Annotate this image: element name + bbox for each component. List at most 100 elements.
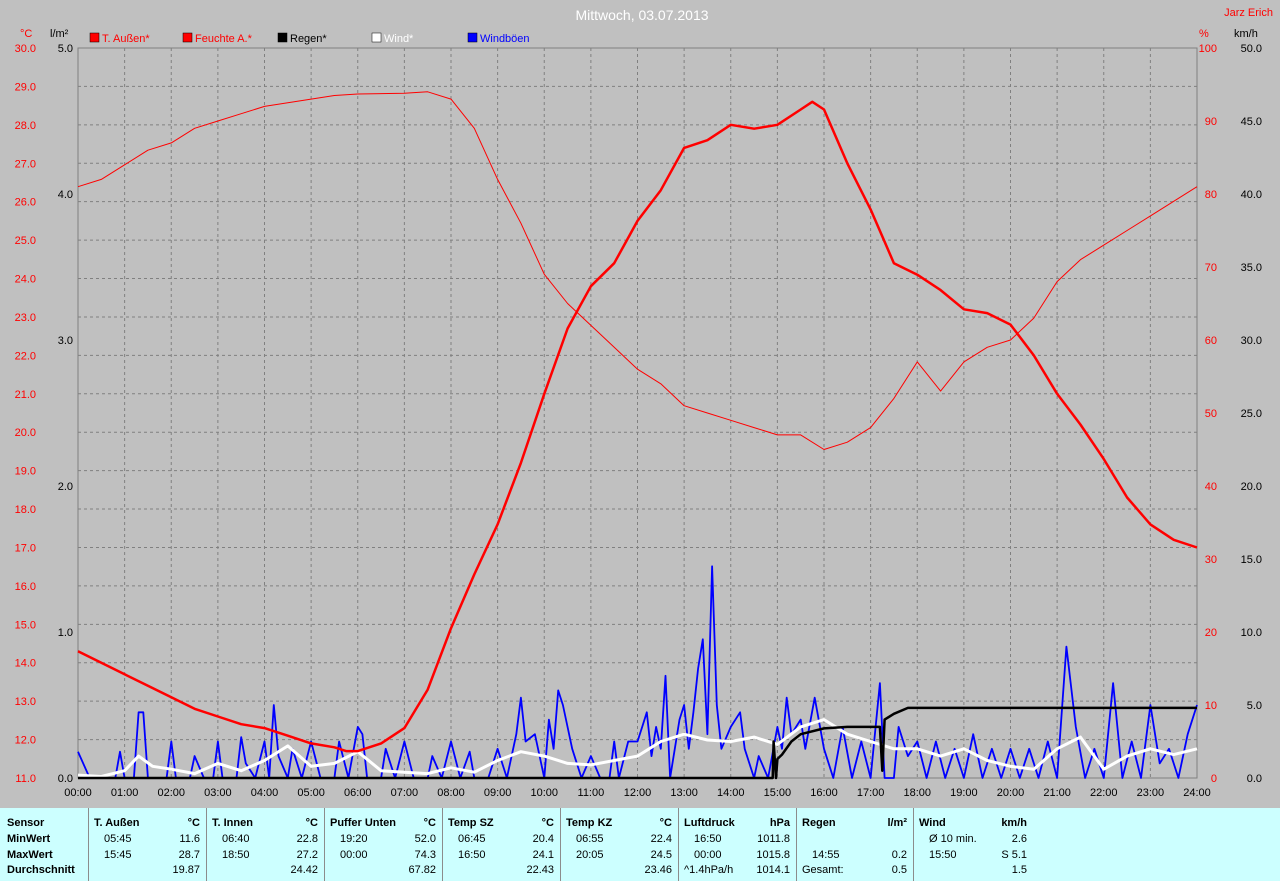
legend-label: T. Außen* — [102, 33, 150, 45]
stats-avg-value: 1014.1 — [756, 864, 790, 876]
temp-tick-label: 18.0 — [15, 504, 36, 516]
stats-avg-value: 1.5 — [1011, 864, 1027, 876]
x-tick-label: 03:00 — [204, 787, 232, 799]
stats-min-value: 11.6 — [179, 833, 200, 845]
x-tick-label: 21:00 — [1043, 787, 1071, 799]
stats-max-time: 15:50 — [929, 849, 957, 861]
x-tick-label: 04:00 — [251, 787, 279, 799]
stats-table: Sensor MinWert MaxWert Durchschnitt T. Außen… — [0, 808, 1280, 881]
stats-column — [913, 808, 1034, 881]
humidity-tick-label: 100 — [1199, 43, 1217, 55]
temp-tick-label: 17.0 — [15, 542, 36, 554]
stats-min-value: 1011.8 — [757, 833, 790, 845]
stats-min-value: 22.8 — [296, 833, 318, 845]
stats-max-time: 14:55 — [812, 849, 840, 861]
stats-column-name: T. Innen — [212, 817, 253, 829]
legend-swatch — [277, 32, 288, 43]
series-group — [77, 91, 1198, 780]
temp-tick-label: 22.0 — [15, 350, 36, 362]
stats-max-time: 18:50 — [222, 849, 250, 861]
x-tick-label: 08:00 — [437, 787, 465, 799]
wind-tick-label: 30.0 — [1241, 335, 1262, 347]
x-tick-label: 06:00 — [344, 787, 372, 799]
x-tick-label: 09:00 — [484, 787, 512, 799]
legend-swatch — [371, 32, 382, 43]
stats-column-unit: °C — [187, 817, 200, 829]
left-axis-unit: °C — [20, 28, 32, 40]
stats-avg-label: ^1.4hPa/h — [684, 864, 734, 876]
stats-column-unit: °C — [423, 817, 436, 829]
right-axis-unit: % — [1199, 28, 1209, 40]
stats-column-name: Temp SZ — [448, 817, 494, 829]
humidity-tick-label: 30 — [1205, 554, 1217, 566]
temp-tick-label: 16.0 — [15, 581, 36, 593]
series-line-regen — [78, 706, 1197, 780]
stats-max-time: 15:45 — [104, 849, 132, 861]
chart-author: Jarz Erich — [1224, 7, 1273, 19]
chart-title: Mittwoch, 03.07.2013 — [575, 7, 708, 23]
stats-column-name: Puffer Unten — [330, 817, 396, 829]
stats-row-label: Sensor — [7, 817, 45, 829]
legend-label: Regen* — [290, 33, 327, 45]
stats-max-value: 28.7 — [178, 849, 200, 861]
stats-avg-value: 23.46 — [644, 864, 672, 876]
humidity-tick-label: 0 — [1211, 773, 1217, 785]
humidity-tick-label: 20 — [1205, 627, 1217, 639]
humidity-tick-label: 40 — [1205, 481, 1217, 493]
wind-tick-label: 5.0 — [1247, 700, 1262, 712]
wind-tick-label: 10.0 — [1241, 627, 1262, 639]
stats-min-value: 52.0 — [414, 833, 436, 845]
stats-max-time: 16:50 — [458, 849, 486, 861]
x-tick-label: 07:00 — [391, 787, 419, 799]
wind-tick-label: 35.0 — [1241, 262, 1262, 274]
temp-tick-label: 27.0 — [15, 158, 36, 170]
legend-label: Feuchte A.* — [195, 33, 253, 45]
stats-max-value: 24.5 — [650, 849, 672, 861]
stats-avg-value: 0.5 — [891, 864, 907, 876]
stats-avg-value: 19.87 — [172, 864, 200, 876]
x-tick-label: 19:00 — [950, 787, 978, 799]
temp-tick-label: 30.0 — [15, 43, 36, 55]
humidity-tick-label: 60 — [1205, 335, 1217, 347]
stats-column-unit: °C — [541, 817, 554, 829]
x-tick-label: 17:00 — [857, 787, 885, 799]
grid — [78, 48, 1197, 778]
far-right-axis-unit: km/h — [1234, 28, 1258, 40]
stats-column — [560, 808, 679, 881]
x-tick-label: 14:00 — [717, 787, 745, 799]
x-tick-label: 00:00 — [64, 787, 92, 799]
stats-row-label: Durchschnitt — [7, 864, 75, 876]
rain-axis-unit: l/m² — [50, 28, 69, 40]
weather-chart: Mittwoch, 03.07.2013 Jarz Erich °C l/m² … — [14, 7, 1273, 799]
temp-tick-label: 25.0 — [15, 235, 36, 247]
stats-column — [442, 808, 561, 881]
temp-tick-label: 13.0 — [15, 696, 36, 708]
stats-avg-value: 67.82 — [408, 864, 436, 876]
stats-max-value: 1015.8 — [756, 849, 790, 861]
stats-column — [678, 808, 797, 881]
rain-tick-label: 5.0 — [58, 43, 73, 55]
stats-row-label: MinWert — [7, 833, 51, 845]
legend-swatch — [467, 32, 478, 43]
stats-max-value: 27.2 — [296, 849, 318, 861]
temp-tick-label: 29.0 — [15, 81, 36, 93]
temp-tick-label: 24.0 — [15, 274, 36, 286]
stats-column-name: T. Außen — [94, 817, 140, 829]
stats-max-time: 20:05 — [576, 849, 604, 861]
stats-min-time: 19:20 — [340, 833, 368, 845]
stats-min-time: 06:55 — [576, 833, 604, 845]
wind-tick-label: 40.0 — [1241, 189, 1262, 201]
temp-tick-label: 26.0 — [15, 197, 36, 209]
temp-tick-label: 12.0 — [15, 735, 36, 747]
stats-column-unit: hPa — [769, 817, 790, 829]
x-tick-label: 23:00 — [1137, 787, 1165, 799]
stats-column — [796, 808, 914, 881]
wind-tick-label: 25.0 — [1241, 408, 1262, 420]
x-tick-label: 15:00 — [764, 787, 792, 799]
x-tick-label: 05:00 — [297, 787, 325, 799]
humidity-tick-label: 10 — [1205, 700, 1217, 712]
legend-swatch — [89, 32, 100, 43]
x-tick-label: 10:00 — [530, 787, 558, 799]
stats-max-value: 74.3 — [414, 849, 436, 861]
x-tick-label: 18:00 — [903, 787, 931, 799]
